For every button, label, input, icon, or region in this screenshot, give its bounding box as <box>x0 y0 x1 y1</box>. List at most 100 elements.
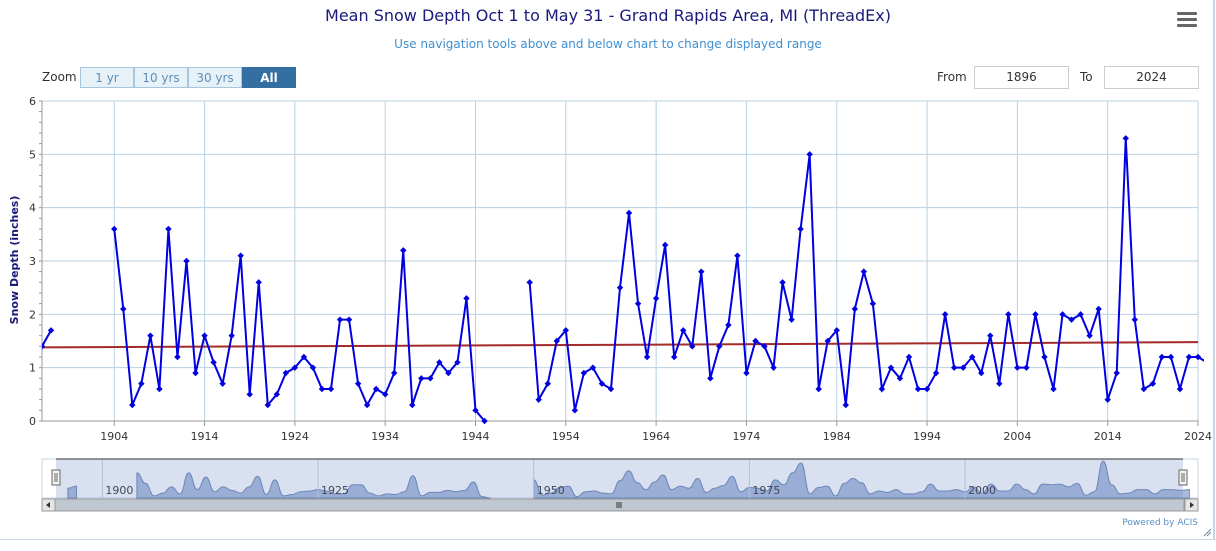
navigator-label: 1975 <box>752 484 780 497</box>
data-point <box>381 391 389 398</box>
data-point <box>1014 364 1021 371</box>
navigator-area <box>136 472 491 499</box>
data-point <box>372 385 380 393</box>
data-point <box>932 369 940 377</box>
to-date-input[interactable]: 2024 <box>1104 66 1199 89</box>
navigator-label: 1925 <box>321 484 349 497</box>
data-point <box>526 279 533 286</box>
data-point <box>300 353 308 361</box>
data-point <box>120 305 127 313</box>
data-point <box>291 364 299 371</box>
data-point <box>228 332 235 339</box>
data-point <box>661 241 669 249</box>
data-point <box>589 364 597 371</box>
y-tick-label: 3 <box>29 255 36 268</box>
data-point <box>689 343 696 350</box>
data-point <box>969 353 976 361</box>
zoom-all-button[interactable]: All <box>242 67 296 88</box>
data-point <box>1113 369 1120 377</box>
data-point <box>1032 311 1039 318</box>
x-tick-label: 2024 <box>1184 430 1212 443</box>
data-point <box>887 364 895 371</box>
navigator-selection <box>56 459 1183 498</box>
navigator-scrollbar[interactable] <box>41 498 1199 512</box>
data-point <box>147 332 154 339</box>
data-point <box>779 279 786 286</box>
y-tick-label: 4 <box>29 202 36 215</box>
resize-grip-icon[interactable] <box>1203 528 1212 537</box>
data-point <box>815 385 822 393</box>
data-point <box>978 369 985 377</box>
data-point <box>752 337 759 345</box>
data-point <box>42 343 46 350</box>
data-point <box>535 396 542 403</box>
zoom-10yrs-button[interactable]: 10 yrs <box>134 67 188 88</box>
navigator-right-handle[interactable] <box>1178 469 1188 486</box>
powered-by-link[interactable]: Powered by ACIS <box>1122 518 1198 528</box>
data-point <box>138 380 145 387</box>
data-point <box>725 321 732 329</box>
trend-line <box>41 341 1199 349</box>
navigator-label: 1900 <box>105 484 133 497</box>
data-point <box>941 311 949 318</box>
y-tick-label: 1 <box>29 362 36 375</box>
y-axis-label: Snow Depth (inches) <box>8 196 21 325</box>
data-point <box>996 380 1003 387</box>
data-point <box>1086 332 1093 339</box>
to-label: To <box>1080 70 1093 84</box>
data-point <box>544 380 551 387</box>
data-point <box>788 316 795 323</box>
data-point <box>1185 353 1193 361</box>
navigator-area <box>533 460 1190 499</box>
data-point <box>129 401 136 409</box>
x-tick-label: 1904 <box>100 430 128 443</box>
data-point <box>391 369 398 377</box>
from-date-input[interactable]: 1896 <box>974 66 1069 89</box>
zoom-label: Zoom <box>42 70 77 84</box>
data-point <box>436 359 443 366</box>
data-point <box>400 247 407 254</box>
data-point <box>246 391 253 398</box>
data-point <box>761 343 768 350</box>
x-tick-label: 1944 <box>462 430 490 443</box>
data-point <box>643 353 651 361</box>
data-point <box>192 369 199 377</box>
data-point <box>770 364 777 371</box>
data-point <box>625 209 633 217</box>
data-point <box>842 401 849 409</box>
data-point <box>237 252 244 259</box>
data-point <box>427 375 434 382</box>
zoom-1yr-button[interactable]: 1 yr <box>80 67 134 88</box>
navigator-label: 1950 <box>537 484 565 497</box>
handle-box <box>51 469 61 486</box>
data-point <box>1194 353 1202 361</box>
x-tick-label: 1984 <box>823 430 851 443</box>
data-point <box>1122 135 1129 142</box>
x-tick-label: 2014 <box>1094 430 1122 443</box>
data-point <box>571 407 579 414</box>
trend-line-group <box>41 341 1199 349</box>
y-tick-label: 6 <box>29 95 36 108</box>
data-point <box>562 327 570 334</box>
data-point <box>183 257 190 265</box>
hamburger-menu-icon[interactable] <box>1177 12 1197 28</box>
data-point <box>445 369 452 377</box>
data-point <box>869 300 877 307</box>
data-point <box>481 417 488 425</box>
series-line <box>42 329 52 347</box>
data-point <box>156 385 163 393</box>
data-point <box>409 401 416 409</box>
frame-border-bottom <box>0 539 1216 540</box>
data-point <box>1149 380 1157 387</box>
zoom-30yrs-button[interactable]: 30 yrs <box>188 67 242 88</box>
scroll-right-arrow-icon <box>1190 502 1194 508</box>
from-label: From <box>937 70 967 84</box>
data-point <box>896 375 904 382</box>
x-tick-label: 1924 <box>281 430 309 443</box>
navigator-left-handle[interactable] <box>51 469 61 486</box>
series-clip-group <box>42 135 1204 425</box>
data-point <box>47 327 55 334</box>
data-point <box>1041 353 1048 361</box>
data-point <box>1131 316 1138 323</box>
navigator-area <box>67 485 78 499</box>
